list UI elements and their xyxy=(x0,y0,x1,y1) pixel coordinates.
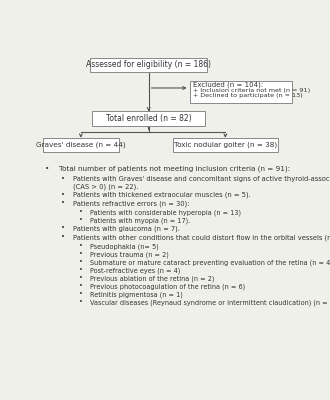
Text: Previous photocoagulation of the retina (n = 6): Previous photocoagulation of the retina … xyxy=(90,283,245,290)
Text: •: • xyxy=(61,192,65,198)
Text: •: • xyxy=(79,209,83,215)
Text: Patients with myopia (n = 17).: Patients with myopia (n = 17). xyxy=(90,218,190,224)
Text: + Inclusion criteria not met (n = 91): + Inclusion criteria not met (n = 91) xyxy=(193,88,310,93)
Text: •: • xyxy=(79,218,83,223)
Text: Total number of patients not meeting inclusion criteria (n = 91):: Total number of patients not meeting inc… xyxy=(59,166,290,172)
Text: •: • xyxy=(79,299,83,305)
Text: Patients with considerable hyperopia (n = 13): Patients with considerable hyperopia (n … xyxy=(90,209,241,216)
Text: •: • xyxy=(45,166,49,172)
Text: •: • xyxy=(79,291,83,297)
Text: + Declined to participate (n = 13): + Declined to participate (n = 13) xyxy=(193,93,302,98)
FancyBboxPatch shape xyxy=(90,58,208,72)
Text: Toxic nodular goiter (n = 38): Toxic nodular goiter (n = 38) xyxy=(174,142,277,148)
Text: Submature or mature cataract preventing evaluation of the retina (n = 4): Submature or mature cataract preventing … xyxy=(90,259,330,266)
FancyBboxPatch shape xyxy=(92,112,205,126)
Text: Assessed for eligibility (n = 186): Assessed for eligibility (n = 186) xyxy=(86,60,211,70)
Text: Excluded (n = 104):: Excluded (n = 104): xyxy=(193,81,263,88)
Text: •: • xyxy=(61,176,65,182)
FancyBboxPatch shape xyxy=(189,81,292,103)
Text: •: • xyxy=(79,251,83,257)
Text: Graves' disease (n = 44): Graves' disease (n = 44) xyxy=(36,142,126,148)
Text: •: • xyxy=(79,243,83,249)
Text: Previous trauma (n = 2): Previous trauma (n = 2) xyxy=(90,251,169,258)
Text: Patients refractive errors (n = 30):: Patients refractive errors (n = 30): xyxy=(73,200,190,207)
Text: Pseudophakia (n= 5): Pseudophakia (n= 5) xyxy=(90,243,158,250)
Text: Retinitis pigmentosa (n = 1): Retinitis pigmentosa (n = 1) xyxy=(90,291,182,298)
Text: •: • xyxy=(79,275,83,281)
Text: •: • xyxy=(79,283,83,289)
Text: Vascular diseases (Reynaud syndrome or intermittent claudication) (n = 3).: Vascular diseases (Reynaud syndrome or i… xyxy=(90,299,330,306)
Text: Patients with glaucoma (n = 7).: Patients with glaucoma (n = 7). xyxy=(73,226,180,232)
Text: Previous ablation of the retina (n = 2): Previous ablation of the retina (n = 2) xyxy=(90,275,214,282)
FancyBboxPatch shape xyxy=(43,138,118,152)
Text: •: • xyxy=(61,200,65,206)
Text: •: • xyxy=(61,234,65,240)
FancyBboxPatch shape xyxy=(173,138,278,152)
Text: Patients with other conditions that could distort flow in the orbital vessels (n: Patients with other conditions that coul… xyxy=(73,234,330,241)
Text: •: • xyxy=(61,226,65,232)
Text: Patients with Graves' disease and concomitant signs of active thyroid-associated: Patients with Graves' disease and concom… xyxy=(73,176,330,190)
Text: Post-refractive eyes (n = 4): Post-refractive eyes (n = 4) xyxy=(90,267,180,274)
Text: Patients with thickened extraocular muscles (n = 5).: Patients with thickened extraocular musc… xyxy=(73,192,251,198)
Text: •: • xyxy=(79,259,83,265)
Text: Total enrolled (n = 82): Total enrolled (n = 82) xyxy=(106,114,191,123)
Text: •: • xyxy=(79,267,83,273)
